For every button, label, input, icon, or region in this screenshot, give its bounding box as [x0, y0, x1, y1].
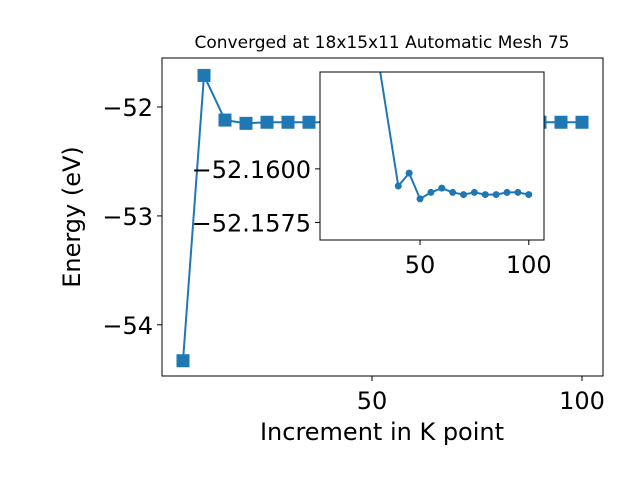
inset-y-tick-label: −52.1600	[192, 156, 311, 184]
inset-data-point	[460, 191, 468, 199]
inset-data-point	[470, 188, 478, 196]
main-x-tick-label: 100	[559, 387, 605, 415]
main-y-tick-label: −54	[102, 312, 153, 340]
inset-axes-frame	[319, 71, 545, 241]
main-data-point	[281, 115, 295, 129]
inset-axis-ticks: 50 100 −52.1575 −52.1600	[192, 156, 552, 279]
main-data-point	[302, 115, 316, 129]
main-data-point	[218, 113, 232, 127]
main-data-point	[260, 115, 274, 129]
main-data-point	[575, 115, 589, 129]
main-data-point	[239, 116, 253, 130]
inset-plot-area	[379, 72, 533, 203]
x-axis-label: Increment in K point	[260, 418, 504, 446]
main-axis-ticks: 50 100 −54 −53 −52	[102, 94, 605, 415]
inset-data-point	[503, 188, 511, 196]
main-data-point	[197, 68, 211, 82]
main-y-tick-label: −53	[102, 203, 153, 231]
inset-y-tick-label: −52.1575	[192, 209, 311, 237]
inset-data-point	[514, 188, 522, 196]
inset-data-point	[481, 191, 489, 199]
inset-data-point	[405, 169, 413, 177]
main-axes-frame	[161, 57, 604, 377]
chart-title: Converged at 18x15x11 Automatic Mesh 75	[195, 33, 570, 53]
inset-data-point	[438, 184, 446, 192]
inset-data-point	[449, 188, 457, 196]
inset-x-tick-label: 100	[506, 251, 552, 279]
y-axis-label: Energy (eV)	[58, 146, 86, 288]
inset-data-point	[416, 195, 424, 203]
main-data-point	[176, 354, 190, 368]
inset-data-point	[394, 182, 402, 190]
inset-x-tick-label: 50	[405, 251, 436, 279]
main-x-tick-label: 50	[357, 387, 388, 415]
inset-data-point	[492, 191, 500, 199]
main-y-tick-label: −52	[102, 94, 153, 122]
inset-data-point	[525, 191, 533, 199]
inset-chart: 50 100 −52.1575 −52.1600	[192, 71, 552, 279]
inset-background	[320, 72, 544, 240]
main-data-point	[554, 115, 568, 129]
inset-data-point	[427, 188, 435, 196]
